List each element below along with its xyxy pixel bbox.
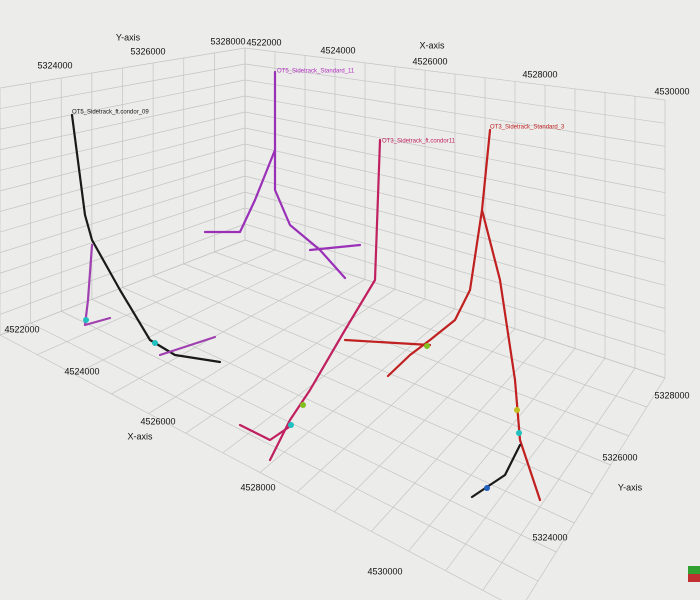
marker <box>152 340 158 346</box>
well-path <box>238 423 294 442</box>
grid-line <box>334 328 516 513</box>
marker <box>83 317 89 323</box>
well-label: OT5_Sidetrack_Standard_11 <box>277 69 355 75</box>
grid-line <box>244 191 666 309</box>
axis-title: X-axis <box>419 40 445 50</box>
grid-line <box>74 259 306 375</box>
tick-label: 4522000 <box>246 37 281 47</box>
grid-line <box>408 348 576 552</box>
grid-line <box>148 279 366 414</box>
marker <box>424 343 430 349</box>
well-label: OT3_Sidetrack_Standard_3 <box>490 125 565 131</box>
grid-line <box>0 79 246 130</box>
grid-line <box>0 47 246 89</box>
axis-title: Y-axis <box>618 482 643 492</box>
marker <box>516 430 522 436</box>
grid-line <box>244 127 666 217</box>
tick-label: 4530000 <box>367 566 402 576</box>
tick-label: 5324000 <box>532 532 567 542</box>
grid-line <box>0 127 246 192</box>
axis-title: Y-axis <box>116 32 141 42</box>
grid-line <box>244 95 666 170</box>
well-path <box>203 148 277 234</box>
marker <box>300 402 306 408</box>
tick-label: 5326000 <box>602 452 637 462</box>
grid-line <box>296 318 486 493</box>
grid-line <box>185 288 396 434</box>
tick-label: 5326000 <box>130 46 165 56</box>
grid-line <box>244 47 666 101</box>
tick-label: 4526000 <box>412 56 447 66</box>
grid <box>0 47 666 600</box>
grid-line <box>244 143 666 240</box>
grid-line <box>0 207 246 295</box>
wells <box>70 70 542 502</box>
tick-label: 4524000 <box>64 366 99 376</box>
grid-line <box>111 269 336 395</box>
tick-label: 5328000 <box>210 36 245 46</box>
marker <box>514 407 520 413</box>
grid-line <box>244 79 666 147</box>
grid-line <box>482 367 636 591</box>
grid-line <box>445 358 606 571</box>
well-label: OT5_Sidetrack_ft.condor_09 <box>72 110 149 116</box>
well-label: OT3_Sidetrack_ft.condor11 <box>382 139 456 145</box>
well-path <box>308 243 362 252</box>
tick-label: 5328000 <box>654 390 689 400</box>
well-path <box>70 113 222 364</box>
grid-line <box>244 63 666 124</box>
grid-line <box>0 95 246 151</box>
grid-line <box>244 175 666 286</box>
marker <box>484 485 490 491</box>
grid-line <box>244 159 666 263</box>
grid-line <box>0 111 246 171</box>
grid-line <box>0 159 246 233</box>
well-path <box>268 138 382 462</box>
tick-label: 4528000 <box>240 482 275 492</box>
tick-label: 4528000 <box>522 69 557 79</box>
orientation-cube <box>688 566 700 582</box>
tick-label: 4522000 <box>4 324 39 334</box>
grid-line <box>0 191 246 274</box>
well-path <box>480 208 542 502</box>
tick-label: 4530000 <box>654 86 689 96</box>
grid-line <box>259 308 456 473</box>
tick-label: 4526000 <box>140 416 175 426</box>
grid-line <box>0 143 246 212</box>
well-path <box>343 338 432 347</box>
grid-line <box>0 175 246 254</box>
well-path <box>83 243 112 327</box>
grid-line <box>0 239 246 336</box>
grid-line <box>37 249 276 355</box>
grid-line <box>0 223 246 315</box>
grid-line <box>371 338 546 532</box>
tick-label: 4524000 <box>320 45 355 55</box>
grid-line <box>0 63 246 109</box>
grid-line <box>244 111 666 194</box>
well-path <box>470 443 522 499</box>
marker <box>288 422 294 428</box>
tick-label: 5324000 <box>37 60 72 70</box>
well-path <box>158 335 217 357</box>
grid-line <box>222 298 426 454</box>
axis-title: X-axis <box>127 431 153 441</box>
grid-line <box>244 207 666 333</box>
grid-line <box>525 377 666 600</box>
